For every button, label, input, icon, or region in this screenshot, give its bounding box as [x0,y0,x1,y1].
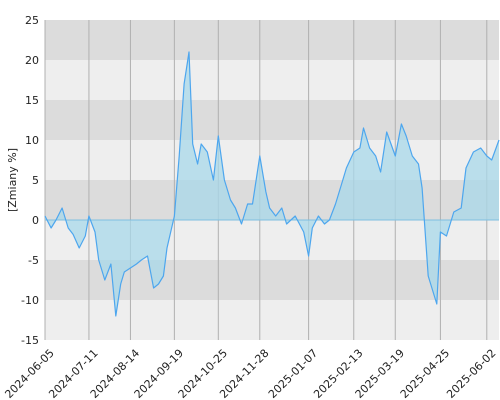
background-band [45,60,499,100]
y-tick-label: 15 [25,94,39,107]
y-tick-label: -10 [21,294,39,307]
x-tick-labels: 2024-06-052024-07-112024-08-142024-09-19… [2,347,498,400]
y-tick-label: 0 [32,214,39,227]
background-bands [45,20,499,340]
y-tick-label: 10 [25,134,39,147]
y-tick-label: 25 [25,14,39,27]
y-axis-label: [Zmiany %] [6,148,19,212]
x-tick-label: 2025-06-02 [444,347,498,400]
y-tick-label: -15 [21,334,39,347]
background-band [45,300,499,340]
y-tick-label: -5 [28,254,39,267]
y-tick-label: 20 [25,54,39,67]
background-band [45,140,499,180]
background-band [45,20,499,60]
y-tick-label: 5 [32,174,39,187]
series-line [44,51,500,317]
y-tick-labels: -15 -10 -5 0 5 10 15 20 25 [21,14,39,347]
area-fill [45,52,499,316]
background-band [45,100,499,140]
